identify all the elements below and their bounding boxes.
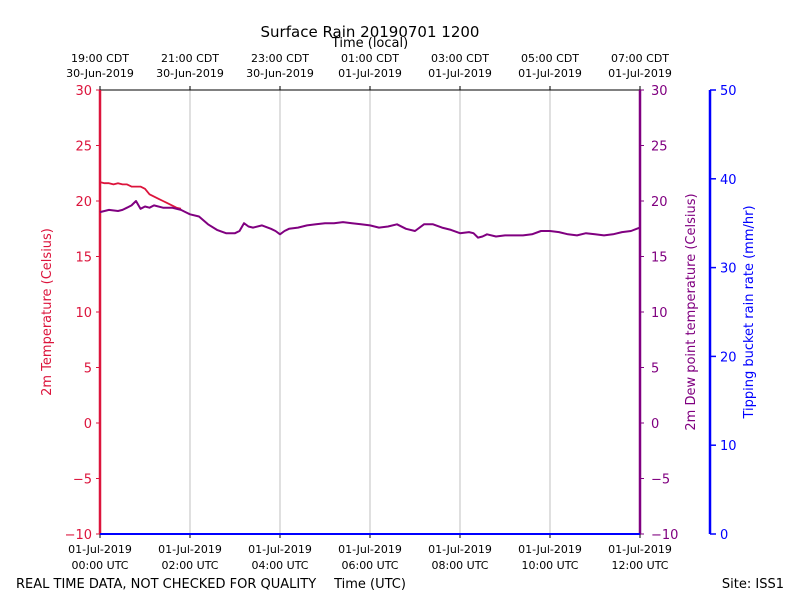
utc-tick-date: 01-Jul-2019	[248, 543, 312, 556]
rain-tick-label: 50	[720, 84, 737, 99]
utc-tick-time: 00:00 UTC	[71, 559, 128, 572]
rain-tick-label: 40	[720, 173, 737, 188]
dewpoint-line	[99, 200, 641, 239]
dewpoint-tick-label: 10	[651, 306, 668, 321]
local-tick-time: 05:00 CDT	[521, 52, 579, 65]
temperature-tick-label: 30	[75, 84, 92, 99]
temperature-axis-ticks: 30 25 20 15 10 5 0 −5 −10	[65, 84, 100, 543]
utc-tick-date: 01-Jul-2019	[608, 543, 672, 556]
x-axis-ticks-local: 19:00 CDT 30-Jun-2019 21:00 CDT 30-Jun-2019…	[66, 52, 672, 90]
utc-tick-date: 01-Jul-2019	[428, 543, 492, 556]
dewpoint-tick-label: 25	[651, 140, 668, 155]
temperature-tick-label: 5	[84, 362, 92, 377]
local-tick-time: 07:00 CDT	[611, 52, 669, 65]
rain-tick-label: 10	[720, 439, 737, 454]
x-axis-label: Time (UTC)	[333, 577, 406, 592]
dewpoint-tick-label: 5	[651, 362, 659, 377]
local-tick-time: 19:00 CDT	[71, 52, 129, 65]
rain-tick-label: 20	[720, 350, 737, 365]
utc-tick-date: 01-Jul-2019	[158, 543, 222, 556]
local-tick-date: 01-Jul-2019	[338, 67, 402, 80]
dewpoint-tick-label: 20	[651, 195, 668, 210]
series-group	[99, 181, 641, 535]
local-tick-date: 30-Jun-2019	[246, 67, 314, 80]
utc-tick-date: 01-Jul-2019	[68, 543, 132, 556]
local-tick-date: 30-Jun-2019	[66, 67, 134, 80]
utc-tick-time: 06:00 UTC	[341, 559, 398, 572]
local-tick-date: 01-Jul-2019	[518, 67, 582, 80]
utc-tick-time: 10:00 UTC	[521, 559, 578, 572]
temperature-line	[99, 181, 182, 210]
quality-disclaimer: REAL TIME DATA, NOT CHECKED FOR QUALITY	[16, 577, 316, 592]
local-tick-date: 01-Jul-2019	[608, 67, 672, 80]
utc-tick-date: 01-Jul-2019	[338, 543, 402, 556]
local-tick-date: 30-Jun-2019	[156, 67, 224, 80]
dewpoint-axis-label: 2m Dew point temperature (Celsius)	[684, 193, 699, 430]
utc-tick-date: 01-Jul-2019	[518, 543, 582, 556]
dewpoint-tick-label: −10	[651, 528, 678, 543]
temperature-tick-label: 25	[75, 140, 92, 155]
temperature-tick-label: 0	[84, 417, 92, 432]
dewpoint-axis-ticks: 30 25 20 15 10 5 0 −5 −10	[640, 84, 678, 543]
local-tick-time: 03:00 CDT	[431, 52, 489, 65]
utc-tick-time: 02:00 UTC	[161, 559, 218, 572]
utc-tick-time: 12:00 UTC	[611, 559, 668, 572]
rain-axis-label: Tipping bucket rain rate (mm/hr)	[742, 205, 757, 419]
dewpoint-tick-label: 0	[651, 417, 659, 432]
rain-tick-label: 0	[720, 528, 728, 543]
temperature-tick-label: 20	[75, 195, 92, 210]
chart-title: Surface Rain 20190701 1200	[261, 23, 480, 41]
temperature-tick-label: −5	[73, 473, 92, 488]
local-tick-time: 21:00 CDT	[161, 52, 219, 65]
utc-tick-time: 04:00 UTC	[251, 559, 308, 572]
local-tick-time: 23:00 CDT	[251, 52, 309, 65]
local-tick-time: 01:00 CDT	[341, 52, 399, 65]
top-axis-label: Time (local)	[331, 36, 408, 51]
site-label: Site: ISS1	[722, 577, 784, 592]
rain-axis-ticks: 50 40 30 20 10 0	[710, 84, 737, 543]
dewpoint-tick-label: 15	[651, 251, 668, 266]
temperature-axis-label: 2m Temperature (Celsius)	[40, 228, 55, 396]
dewpoint-tick-label: −5	[651, 473, 670, 488]
utc-tick-time: 08:00 UTC	[431, 559, 488, 572]
local-tick-date: 01-Jul-2019	[428, 67, 492, 80]
temperature-tick-label: −10	[65, 528, 92, 543]
rain-tick-label: 30	[720, 262, 737, 277]
x-axis-ticks-utc: 01-Jul-2019 00:00 UTC 01-Jul-2019 02:00 UTC…	[68, 534, 672, 572]
temperature-tick-label: 10	[75, 306, 92, 321]
temperature-tick-label: 15	[75, 251, 92, 266]
dewpoint-tick-label: 30	[651, 84, 668, 99]
grid-lines	[189, 90, 551, 534]
